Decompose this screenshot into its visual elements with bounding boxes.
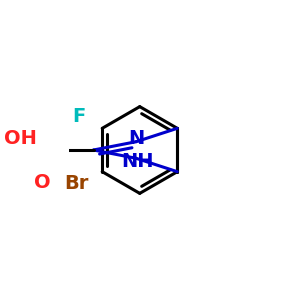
Text: OH: OH — [4, 129, 37, 148]
Text: F: F — [72, 107, 86, 126]
Text: NH: NH — [121, 152, 154, 171]
Text: O: O — [34, 173, 51, 192]
Text: N: N — [128, 129, 144, 148]
Text: Br: Br — [64, 174, 89, 193]
